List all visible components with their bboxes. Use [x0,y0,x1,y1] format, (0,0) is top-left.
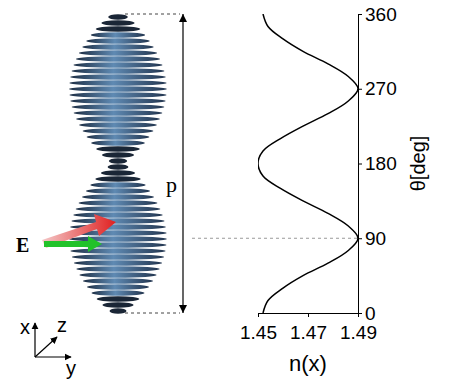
helix-disk [69,86,167,92]
pitch-guide [125,313,180,314]
y-axis: 0 90 180 270 360 [358,4,397,324]
x-tick-label: 1.49 [340,322,377,343]
x-tick-label: 1.45 [240,322,277,343]
plot-area [258,14,358,313]
curve [258,14,358,313]
y-tick-mark [358,14,362,15]
y-axis-line [359,15,363,314]
helix-disk [71,68,164,74]
helix-disk [76,206,161,212]
x-tick: 1.47 [290,313,327,343]
helix-disk [69,236,167,242]
helix-disk [79,272,156,278]
pitch-guide [125,14,180,15]
helix-disk [79,122,157,128]
annotation: p [166,172,177,197]
helix-disk [90,182,145,188]
x-tick: 1.45 [240,313,277,343]
helix-disk [76,266,159,272]
y-tick: 180 [358,153,397,174]
guides [35,14,358,357]
y-tick-mark [358,238,362,239]
helix-disk [70,248,165,254]
y-tick-label: 90 [365,228,386,249]
helix-disk [102,152,134,158]
helix-disk [73,212,163,218]
y-tick: 0 [358,303,376,324]
y-tick: 90 [358,228,386,249]
helix-disk [91,32,146,38]
helix-disk [92,290,145,296]
reference-line [192,238,358,239]
helix-disk [69,92,166,98]
helix-disk [70,74,166,80]
helix-disk [101,170,135,176]
x-axis-title: n(x) [289,351,327,376]
helix-disk [91,140,145,146]
field-arrow-green [44,236,102,252]
x-axis: 1.45 1.47 1.49 [240,313,377,343]
helix-disk [72,254,165,260]
x-tick-label: 1.47 [290,322,327,343]
helix-disk [109,158,127,164]
helix-disk [78,200,157,206]
helix-disk [70,98,166,104]
helix-disk [72,104,165,110]
annotation: x [20,316,30,338]
annotation: E [16,234,29,256]
y-tick-label: 180 [365,153,397,174]
annotation: y [66,357,76,379]
y-tick: 270 [358,78,397,99]
helix-disk [69,80,166,86]
helix-disk [83,278,153,284]
y-axis-title: θ[deg] [407,136,429,192]
helix-disk [96,26,140,32]
helix-disk [87,284,149,290]
helix-disk [96,146,140,152]
helix-disk [101,20,134,26]
helix-disk [71,218,164,224]
x-axis-line [259,314,359,318]
y-tick-label: 270 [365,78,397,99]
y-tick-label: 0 [365,303,376,324]
y-tick-mark [358,89,362,90]
helix-disk [82,44,154,50]
helix-disk [79,50,157,56]
helix-disk [87,134,150,140]
helix-disk [102,302,133,308]
helix-disk [76,56,160,62]
helix-disk [108,164,129,170]
helix-disk [95,176,140,182]
annotation: z [57,314,67,336]
pitch-arrow [182,14,183,313]
helix-disk [74,260,163,266]
helix-disk [74,110,163,116]
y-tick: 360 [358,4,397,25]
helix-disk [110,308,127,314]
y-tick-label: 360 [365,4,397,25]
helix [69,14,167,314]
helix-disk [97,296,140,302]
helix-disk [73,62,162,68]
helix-disk [76,116,160,122]
coord-axis [35,337,57,357]
helix-disk [108,14,128,20]
helix-disk [86,38,150,44]
y-tick-mark [358,313,362,314]
helix-disk [83,128,154,134]
x-tick-mark [258,313,259,317]
y-tick-mark [358,164,362,165]
x-tick-mark [308,313,309,317]
figure: p Ex zy 1.45 1.47 1.490 90 180 270 360 n(x) θ[deg] [0,0,472,381]
coord-axis [34,323,35,357]
helix-disk [86,188,150,194]
helix-disk [82,194,154,200]
